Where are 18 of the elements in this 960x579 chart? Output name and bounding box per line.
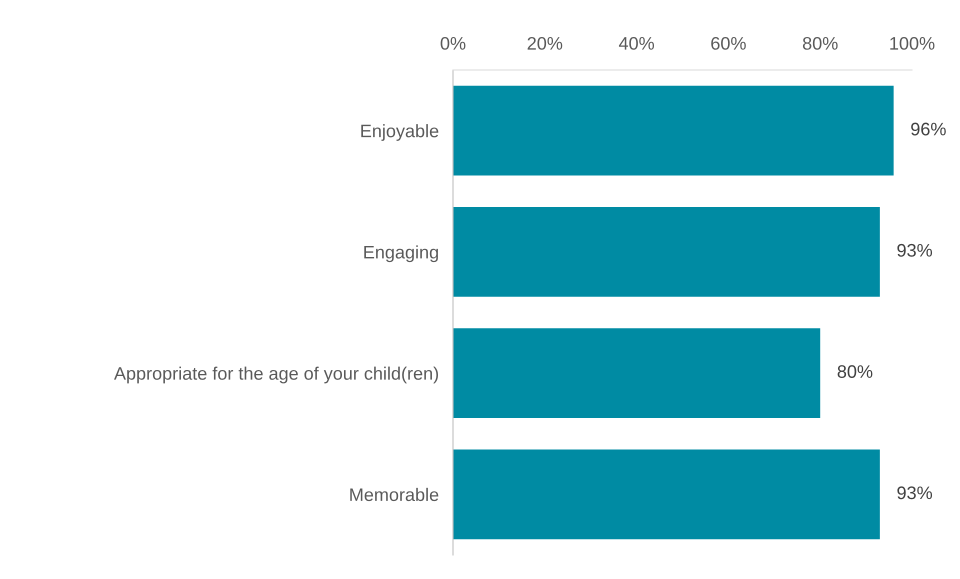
y-tick-label: Memorable [350,488,438,502]
bar [453,207,880,297]
x-tick-label: 40% [618,36,654,50]
y-tick-label: Enjoyable [361,124,438,141]
y-tick-label: Appropriate for the age of your child(ren) [114,366,438,384]
data-label: 93% [897,244,932,257]
bar [453,450,880,540]
bar [453,328,820,418]
x-tick-label: 60% [711,36,746,50]
bar [453,86,894,176]
x-tick-label: 20% [528,36,562,50]
y-tick-label: Engaging [364,245,438,262]
x-tick-label: 100% [890,36,934,50]
x-tick-label: 0% [440,36,466,50]
data-label: 96% [911,122,946,136]
data-label: 93% [897,486,932,500]
x-tick-label: 80% [802,36,838,50]
data-label: 80% [838,365,872,378]
